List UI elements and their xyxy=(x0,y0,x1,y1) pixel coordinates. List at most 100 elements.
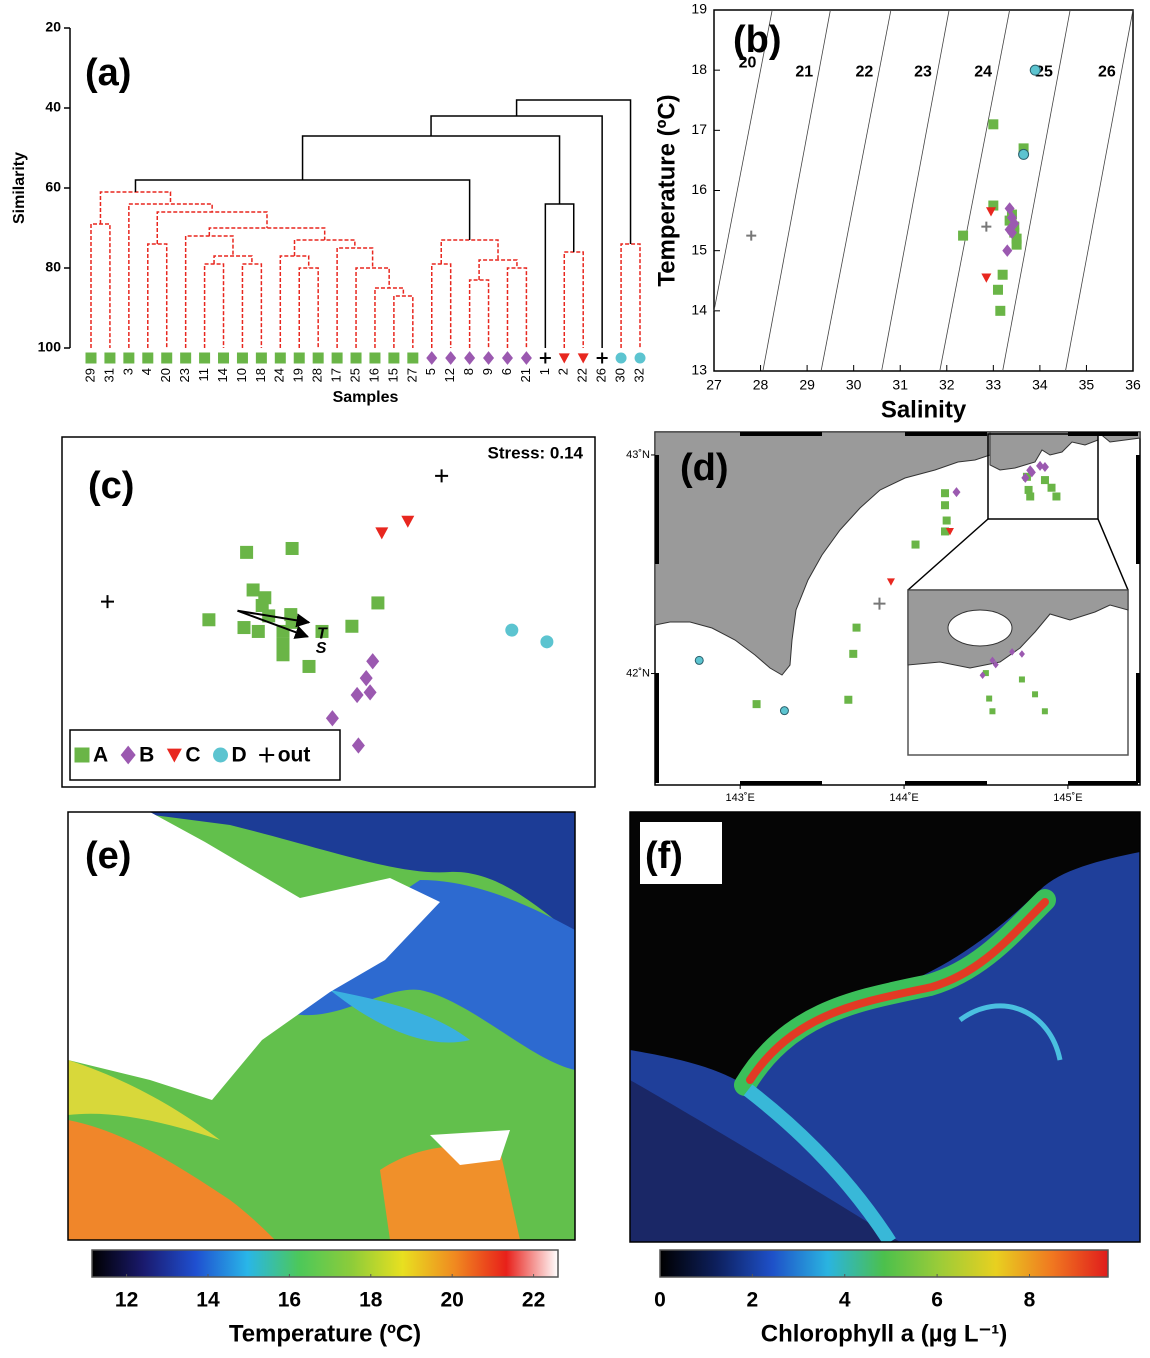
marker xyxy=(911,540,920,549)
panel-label: (a) xyxy=(85,52,131,94)
marker xyxy=(202,613,216,627)
y-tick-label: 13 xyxy=(691,362,707,378)
x-tick-label: 34 xyxy=(1032,377,1048,393)
isopycnal xyxy=(939,9,1011,372)
marker xyxy=(577,353,589,364)
x-tick-label: 4 xyxy=(139,368,154,375)
y-tick-label: 18 xyxy=(691,61,707,77)
legend-label: A xyxy=(93,744,108,767)
marker xyxy=(986,207,997,217)
land xyxy=(654,431,991,676)
x-tick-label: 12 xyxy=(115,1289,138,1312)
marker xyxy=(315,624,329,638)
marker xyxy=(213,747,229,763)
x-tick-label: 10 xyxy=(234,368,249,382)
zoom-box xyxy=(987,433,1099,520)
dendrogram-link xyxy=(430,115,603,348)
panel-label: (e) xyxy=(85,835,131,877)
dendrogram-link xyxy=(431,263,452,348)
plot-frame xyxy=(61,436,596,788)
marker xyxy=(345,619,359,633)
chl-frame xyxy=(629,811,1141,1243)
chl-bloom xyxy=(746,898,1049,1084)
marker xyxy=(1018,148,1030,160)
x-tick-label: 1 xyxy=(537,368,552,375)
marker xyxy=(849,649,858,658)
x-tick-label: 0 xyxy=(654,1289,666,1312)
marker xyxy=(312,352,324,364)
x-tick-label: 32 xyxy=(631,368,646,382)
x-tick-label: 28 xyxy=(310,368,325,382)
map-border xyxy=(655,432,1140,785)
x-tick-label: 33 xyxy=(986,377,1002,393)
marker xyxy=(1021,472,1030,483)
marker xyxy=(435,469,449,483)
sst-cold xyxy=(130,812,575,935)
dendrogram-link xyxy=(90,223,111,348)
isopycnal-label: 24 xyxy=(974,63,992,80)
marker xyxy=(1029,64,1041,76)
marker xyxy=(540,635,554,649)
legend-box xyxy=(69,729,341,781)
marker xyxy=(426,351,438,365)
chl-bloom xyxy=(743,1084,896,1242)
x-tick-label: 2 xyxy=(556,368,571,375)
marker xyxy=(218,352,230,364)
marker xyxy=(331,352,343,364)
x-tick-label: 16 xyxy=(278,1289,301,1312)
x-tick-label: 8 xyxy=(1024,1289,1036,1312)
marker xyxy=(123,352,135,364)
x-tick-label: 6 xyxy=(499,368,514,375)
dendrogram-link xyxy=(147,243,168,348)
sst-cloud xyxy=(430,1130,510,1165)
x-tick-label: 31 xyxy=(101,368,116,382)
annotation: Stress: 0.14 xyxy=(488,443,584,462)
y-tick-label: 43˚N xyxy=(626,449,650,461)
marker xyxy=(997,269,1008,280)
x-tick-label: 22 xyxy=(575,368,590,382)
isopycnal xyxy=(1002,9,1071,372)
scatter-panel: 27 28 29 30 31 32 33 34 35 36 13 14 15 16 17 18 19 Salini… xyxy=(653,1,1141,424)
marker xyxy=(752,700,761,709)
isopycnal xyxy=(713,9,773,311)
y-tick-label: 20 xyxy=(45,19,61,35)
map-artwork xyxy=(654,431,1141,786)
x-tick-label: 27 xyxy=(706,377,722,393)
isopycnal-label: 21 xyxy=(795,63,813,80)
marker xyxy=(1026,492,1035,501)
x-tick-label: 30 xyxy=(846,377,862,393)
dendrogram-link xyxy=(301,135,561,204)
dendrogram-link xyxy=(336,247,374,348)
x-tick-label: 11 xyxy=(196,368,211,382)
x-tick-label: 143˚E xyxy=(726,792,755,804)
dendrogram-link xyxy=(213,255,253,264)
marker xyxy=(180,352,192,364)
marker xyxy=(350,686,364,704)
dendrogram-link xyxy=(468,279,490,348)
x-tick-label: 145˚E xyxy=(1053,792,1082,804)
marker xyxy=(351,737,365,754)
marker xyxy=(1040,461,1049,472)
marker xyxy=(1040,476,1049,485)
marker xyxy=(1036,460,1045,471)
x-tick-label: 6 xyxy=(931,1289,943,1312)
marker xyxy=(988,119,999,130)
marker xyxy=(1026,465,1035,476)
marker xyxy=(199,352,211,364)
x-tick-label: 4 xyxy=(839,1289,851,1312)
panel-label: (c) xyxy=(88,465,134,507)
marker xyxy=(483,351,495,365)
dendrogram-link xyxy=(374,287,405,348)
panel-label: (f) xyxy=(645,835,683,877)
marker xyxy=(989,656,996,665)
marker xyxy=(505,623,519,637)
marker xyxy=(945,528,954,536)
marker xyxy=(464,351,476,365)
marker xyxy=(1009,648,1016,656)
isopycnal xyxy=(881,9,950,372)
marker xyxy=(120,745,136,765)
sst-warm xyxy=(68,1120,275,1240)
marker xyxy=(237,621,251,635)
dendrogram-link xyxy=(506,267,528,348)
